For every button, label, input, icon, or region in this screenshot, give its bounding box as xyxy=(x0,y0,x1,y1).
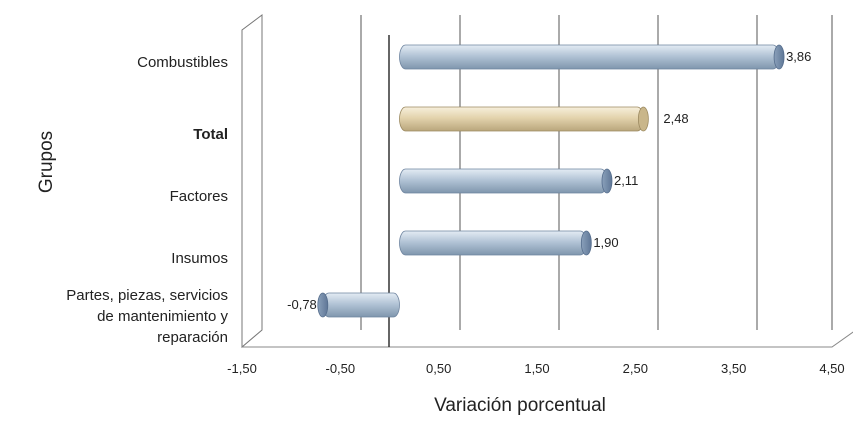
category-label: Factores xyxy=(170,188,228,205)
category-label: Combustibles xyxy=(137,54,228,71)
bar xyxy=(322,292,400,318)
category-label: Total xyxy=(193,126,228,143)
bar-end-cap xyxy=(580,230,592,256)
bar-end-cap xyxy=(317,292,329,318)
x-tick-label: 2,50 xyxy=(623,361,648,376)
value-label: 2,11 xyxy=(614,173,638,188)
x-tick-label: 0,50 xyxy=(426,361,451,376)
floor xyxy=(242,331,853,348)
category-label: Insumos xyxy=(171,250,228,267)
x-tick-label: 4,50 xyxy=(819,361,844,376)
x-tick-label: -1,50 xyxy=(227,361,257,376)
bars xyxy=(317,44,785,318)
bar-end-cap xyxy=(637,106,649,132)
x-axis-title: Variación porcentual xyxy=(434,395,606,416)
bar xyxy=(399,106,644,132)
x-tick-label: 3,50 xyxy=(721,361,746,376)
value-label: 3,86 xyxy=(786,49,811,64)
bar xyxy=(399,230,587,256)
x-tick-label: 1,50 xyxy=(524,361,549,376)
value-label: -0,78 xyxy=(287,297,317,312)
labels: -1,50 -0,50 0,50 1,50 2,50 3,50 4,50 3,86 2,48 2,… xyxy=(66,49,844,376)
y-axis-title: Grupos xyxy=(36,131,57,193)
bar xyxy=(399,168,608,194)
bar-end-cap xyxy=(601,168,613,194)
value-label: 1,90 xyxy=(593,235,618,250)
x-tick-label: -0,50 xyxy=(326,361,356,376)
chart-frame xyxy=(241,14,853,349)
bar-end-cap xyxy=(773,44,785,70)
category-label: Partes, piezas, servicios de mantenimient… xyxy=(66,287,228,346)
side-wall xyxy=(241,14,263,349)
bar xyxy=(399,44,780,70)
value-label: 2,48 xyxy=(663,111,688,126)
